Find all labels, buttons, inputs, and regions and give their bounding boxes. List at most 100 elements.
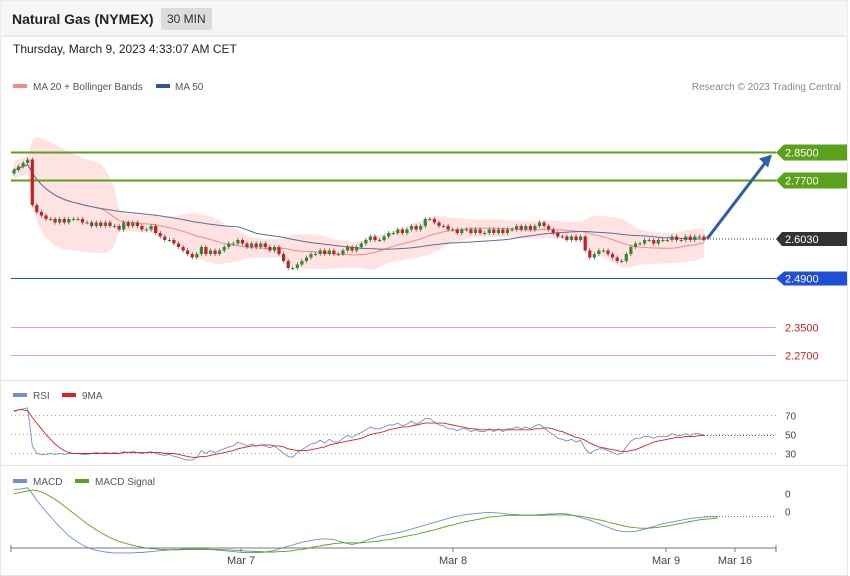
candle-down [62, 219, 66, 223]
candle-up [17, 166, 21, 170]
candle-down [323, 250, 327, 254]
candle-down [688, 236, 692, 240]
candle-up [460, 229, 464, 233]
candle-up [67, 219, 71, 223]
candle-down [437, 222, 441, 226]
macd-plot: 00 [13, 487, 791, 554]
candle-up [569, 236, 574, 240]
candlesticks [12, 157, 706, 271]
candle-up [259, 243, 263, 247]
candle-up [487, 229, 491, 233]
time-tick-label: Mar 8 [439, 555, 467, 567]
macd-line [14, 487, 718, 554]
candle-up [291, 268, 295, 269]
rsi-tick-label: 70 [785, 412, 797, 423]
candle-down [556, 233, 560, 237]
candle-up [473, 229, 478, 233]
moving-averages [13, 164, 705, 256]
candle-down [286, 261, 290, 268]
candle-up [409, 226, 414, 230]
candle-up [58, 219, 62, 223]
candle-down [501, 229, 505, 233]
candle-down [135, 222, 139, 226]
candle-up [304, 257, 309, 261]
candle-down [158, 233, 162, 237]
candle-down [117, 226, 121, 230]
candle-up [167, 240, 171, 241]
candle-down [126, 222, 130, 226]
candle-up [122, 222, 126, 230]
candle-down [254, 243, 258, 247]
candle-up [387, 233, 391, 237]
time-axis: Mar 7 Mar 8 Mar 9 Mar 16 [10, 545, 777, 567]
candle-down [268, 247, 272, 251]
candle-down [35, 205, 39, 212]
candle-up [341, 250, 345, 254]
rsi-plot: 70 50 30 [11, 407, 797, 461]
ma50-line [13, 164, 705, 250]
candle-up [597, 250, 601, 254]
candle-up [483, 233, 487, 234]
candle-down [90, 222, 94, 226]
candle-up [49, 219, 53, 220]
candle-up [295, 264, 299, 268]
candle-up [272, 247, 277, 251]
timestamp: Thursday, March 9, 2023 4:33:07 AM CET [13, 42, 237, 56]
candle-up [208, 250, 213, 254]
candle-down [80, 219, 85, 223]
candle-up [661, 240, 665, 241]
candle-up [656, 240, 660, 244]
legend-label-rsi: RSI [33, 391, 50, 402]
candle-up [396, 229, 400, 233]
forecast-arrow-shaft [705, 159, 769, 240]
instrument-title: Natural Gas (NYMEX) [12, 11, 154, 27]
candle-up [665, 240, 669, 241]
candle-up [250, 243, 254, 247]
candle-down [39, 212, 43, 216]
candle-up [693, 236, 697, 240]
candle-up [423, 219, 427, 226]
candle-down [455, 229, 459, 233]
candle-up [314, 254, 318, 255]
candle-up [236, 240, 240, 244]
candle-up [679, 240, 683, 241]
candle-down [446, 226, 450, 230]
candle-up [149, 226, 153, 230]
candle-up [620, 261, 624, 262]
candle-up [94, 222, 98, 226]
bollinger-band [14, 137, 704, 270]
candle-down [583, 236, 587, 251]
candle-up [378, 240, 382, 241]
legend-swatch-ma50 [156, 84, 170, 88]
price-legend: MA 20 + Bollinger Bands MA 50 Research ©… [13, 82, 841, 93]
candle-up [382, 236, 386, 240]
last-price-tag [776, 231, 847, 246]
candle-up [26, 159, 30, 163]
candle-down [53, 219, 57, 223]
level-label: 2.2700 [785, 351, 819, 363]
candle-up [355, 247, 359, 251]
price-levels: 2.8500 2.7700 2.6030 2.4900 2.3500 2.2700 [11, 144, 847, 363]
candle-down [181, 247, 185, 251]
candle-down [277, 247, 281, 254]
candle-down [240, 240, 245, 244]
candle-down [702, 236, 706, 240]
candle-up [533, 226, 537, 230]
candle-down [611, 254, 615, 258]
candle-up [624, 254, 628, 261]
candle-down [519, 226, 523, 230]
candle-up [76, 219, 80, 220]
candle-up [85, 222, 89, 224]
candle-down [675, 236, 679, 240]
research-credit: Research © 2023 Trading Central [692, 82, 841, 93]
legend-swatch-ma20 [13, 84, 27, 88]
legend-swatch-macd-signal [75, 479, 89, 483]
candle-up [405, 229, 409, 233]
candle-up [684, 236, 688, 240]
candle-up [697, 236, 701, 238]
candle-up [510, 229, 514, 231]
candle-up [327, 250, 331, 254]
resistance-tag [776, 172, 847, 189]
candle-up [368, 236, 372, 240]
timeframe-badge[interactable]: 30 MIN [161, 8, 212, 30]
